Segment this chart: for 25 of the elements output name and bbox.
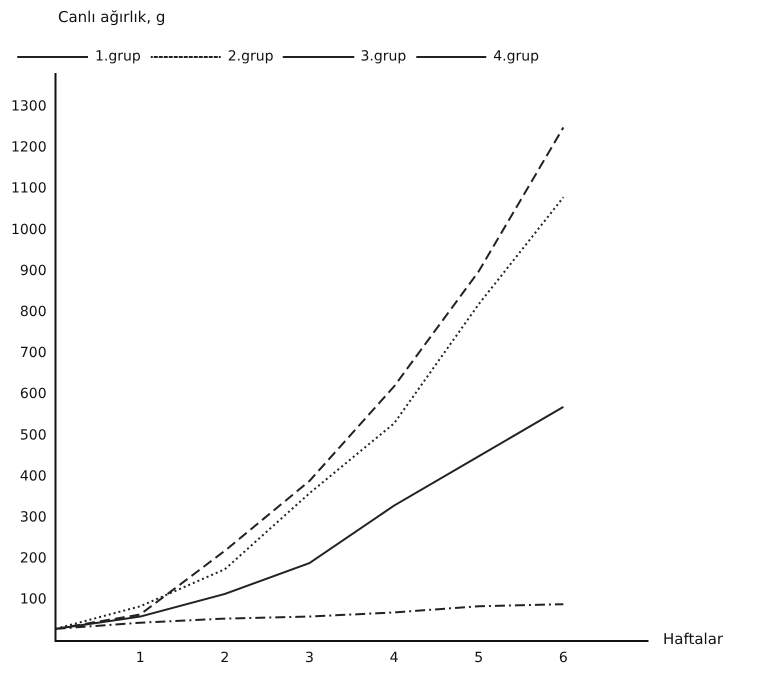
- legend-label: 3.grup: [360, 48, 406, 65]
- x-axis-title: Haftalar: [663, 630, 724, 648]
- x-tick-label: 2: [220, 650, 230, 666]
- x-tick-label: 3: [305, 650, 314, 666]
- y-tick-label: 700: [20, 345, 47, 362]
- y-tick-label: 400: [20, 468, 47, 484]
- y-tick-label: 600: [20, 386, 47, 402]
- legend-label: 2.grup: [228, 48, 274, 65]
- y-tick-label: 1200: [10, 140, 47, 156]
- legend-label: 4.grup: [493, 48, 540, 65]
- y-tick-label: 1300: [10, 98, 47, 115]
- x-tick-label: 6: [558, 650, 568, 666]
- y-tick-label: 1100: [10, 180, 47, 197]
- legend-label: 1.grup: [95, 48, 141, 65]
- y-axis-title: Canlı ağırlık, g: [58, 8, 166, 26]
- y-tick-label: 900: [20, 262, 47, 279]
- y-tick-label: 800: [20, 304, 47, 320]
- x-tick-label: 1: [136, 650, 145, 666]
- x-tick-label: 5: [474, 650, 484, 666]
- y-tick-label: 300: [20, 510, 47, 526]
- y-tick-label: 500: [20, 427, 47, 444]
- y-tick-label: 1000: [10, 222, 47, 238]
- x-tick-label: 4: [390, 650, 399, 666]
- y-tick-label: 200: [20, 550, 47, 567]
- y-tick-label: 100: [20, 592, 47, 608]
